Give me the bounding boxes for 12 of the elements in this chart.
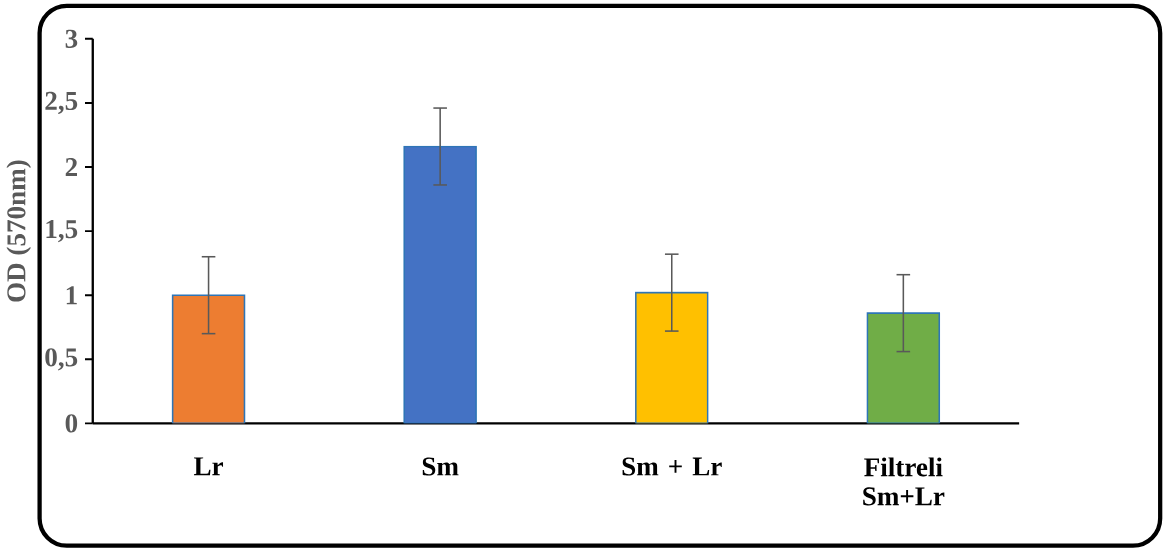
y-tick-label: 0,5 — [45, 348, 78, 371]
x-tick-label: Lr — [193, 457, 224, 476]
y-axis-title: OD (570nm) — [6, 160, 32, 302]
x-tick-label: Sm — [422, 457, 459, 476]
y-tick-label: 1,5 — [46, 220, 78, 243]
x-tick-label: Filtreli Sm+Lr — [863, 457, 945, 506]
y-tick-label: 1 — [66, 286, 77, 305]
y-tick-label: 3 — [65, 29, 78, 49]
y-tick-label: 2 — [65, 158, 77, 177]
y-tick-label: 0 — [65, 414, 78, 433]
y-tick-label: 2,5 — [45, 92, 78, 115]
x-tick-label: Sm + Lr — [622, 457, 722, 476]
